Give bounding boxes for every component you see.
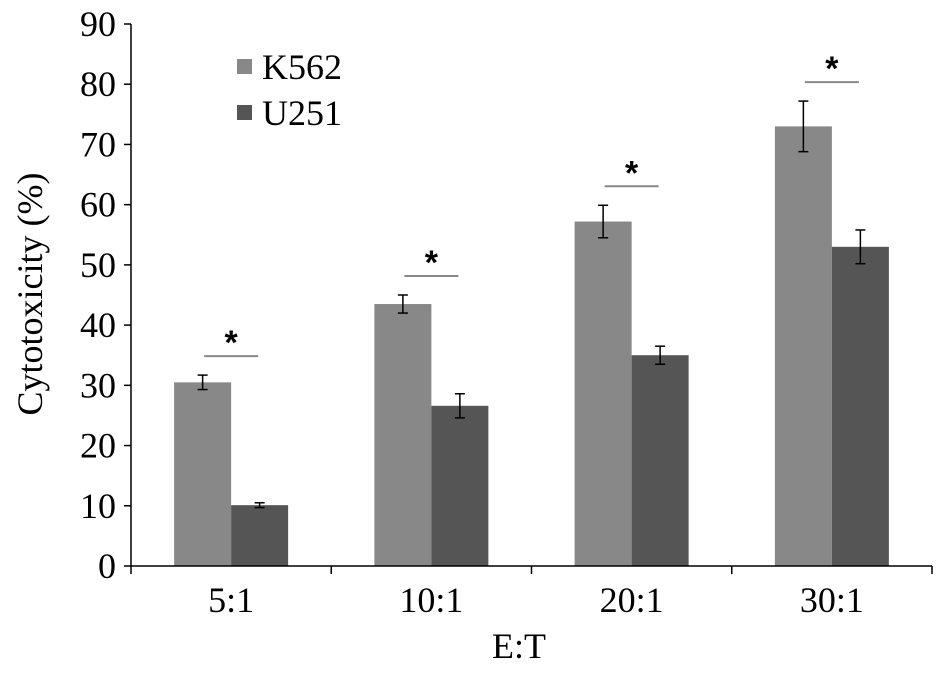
bar-k562-4	[774, 126, 832, 566]
significance-markers: * * * *	[204, 50, 859, 362]
x-axis-ticks: 5:1 10:1 20:1 30:1	[130, 566, 933, 620]
x-tick-label: 30:1	[800, 580, 864, 620]
bar-k562-1	[174, 382, 232, 566]
y-tick-label: 10	[80, 486, 116, 526]
y-tick-label: 80	[80, 64, 116, 104]
bar-u251-2	[431, 405, 489, 566]
y-tick-label: 90	[80, 4, 116, 44]
legend: K562 U251	[237, 47, 342, 133]
x-axis-title: E:T	[492, 626, 546, 666]
legend-label-u251: U251	[262, 93, 342, 133]
legend-swatch-u251	[237, 105, 252, 120]
x-tick-label: 5:1	[208, 580, 254, 620]
bars	[174, 126, 889, 567]
legend-swatch-k562	[237, 59, 252, 74]
bar-k562-3	[574, 221, 632, 567]
bar-k562-2	[374, 304, 432, 566]
y-tick-label: 40	[80, 305, 116, 345]
y-tick-label: 70	[80, 124, 116, 164]
y-tick-label: 30	[80, 365, 116, 405]
bar-u251-1	[231, 505, 289, 566]
significance-asterisk: *	[225, 324, 239, 362]
y-tick-label: 60	[80, 185, 116, 225]
bar-u251-4	[831, 246, 889, 567]
y-axis-ticks: 0 10 20 30 40 50 60 70 80 90	[80, 4, 131, 586]
significance-asterisk: *	[425, 244, 439, 282]
significance-asterisk: *	[625, 154, 639, 192]
y-tick-label: 20	[80, 426, 116, 466]
y-tick-label: 0	[98, 546, 116, 586]
y-tick-label: 50	[80, 245, 116, 285]
x-tick-label: 20:1	[600, 580, 664, 620]
significance-asterisk: *	[825, 50, 839, 88]
bar-u251-3	[631, 355, 689, 566]
x-tick-label: 10:1	[399, 580, 463, 620]
y-axis-title: Cytotoxicity (%)	[10, 173, 50, 416]
error-bars	[197, 100, 866, 509]
legend-label-k562: K562	[262, 47, 342, 87]
